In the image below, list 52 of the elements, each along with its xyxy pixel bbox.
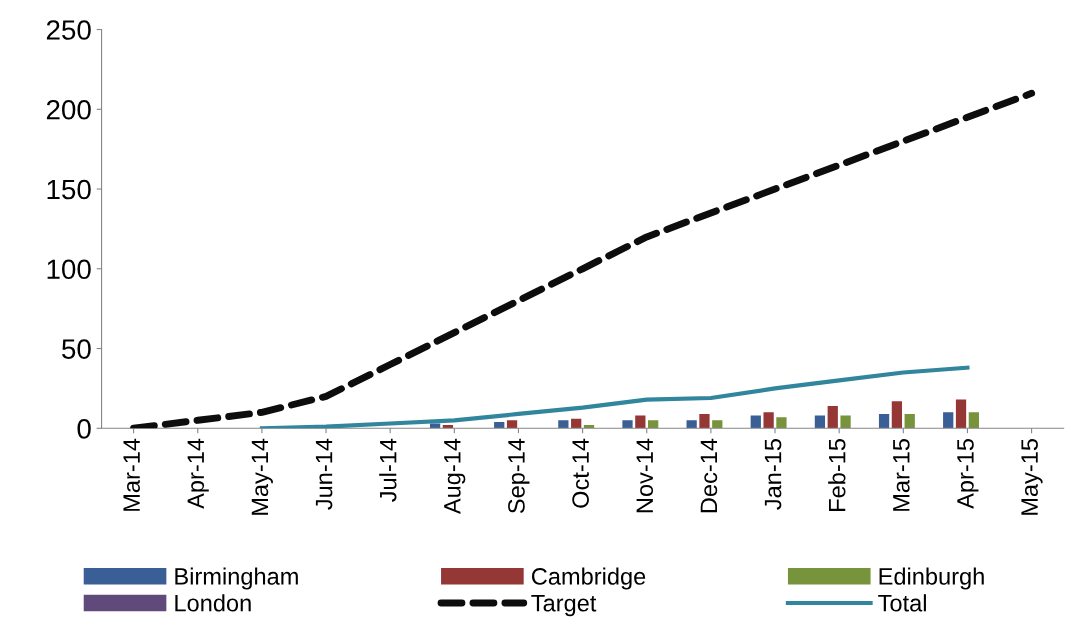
legend-label: London [175, 594, 251, 612]
bar [506, 420, 518, 429]
bar [955, 399, 967, 429]
x-tick-label: May-15 [1021, 439, 1043, 515]
legend-label: Edinburgh [879, 567, 984, 590]
bar [750, 415, 761, 429]
y-tick-label: 100 [47, 259, 91, 280]
bar [763, 412, 774, 429]
x-tick-label: Dec-14 [700, 438, 718, 513]
x-tick-label: Sep-14 [508, 438, 530, 514]
y-tick-label: 200 [46, 99, 91, 120]
bar [827, 405, 838, 429]
bar [904, 413, 915, 429]
bar [968, 412, 979, 429]
bar [635, 415, 646, 429]
y-tick-label: 50 [62, 339, 91, 359]
bar [891, 401, 903, 429]
x-tick-label: Mar-15 [893, 439, 910, 511]
bar [699, 413, 710, 429]
bar [878, 413, 890, 429]
bar [622, 420, 633, 429]
legend-label: Cambridge [531, 567, 646, 590]
x-tick-label: Apr-15 [957, 439, 979, 509]
bar [776, 417, 787, 429]
x-tick-label: Oct-14 [572, 438, 589, 508]
bar [558, 420, 569, 429]
bar [943, 412, 954, 429]
line-series [259, 365, 970, 429]
x-tick-label: Feb-15 [828, 439, 846, 511]
y-tick-label: 150 [47, 179, 91, 200]
x-tick-label: Nov-14 [636, 438, 654, 513]
y-tick-label: 250 [46, 20, 91, 40]
x-tick-label: Aug-14 [444, 438, 466, 515]
x-tick-label: Jan-15 [764, 439, 782, 510]
bar [814, 415, 826, 429]
bar [686, 420, 697, 429]
x-tick-label: Apr-14 [187, 438, 209, 509]
x-tick-label: Mar-14 [123, 438, 140, 511]
legend-label: Target [531, 595, 597, 617]
bar [840, 415, 851, 429]
bar [494, 421, 505, 429]
bar [571, 418, 582, 429]
x-tick-label: Jul-14 [379, 438, 397, 502]
legend-label: Total [878, 594, 926, 612]
x-tick-label: Jun-14 [315, 438, 333, 510]
bar [712, 420, 723, 429]
x-tick-label: May-14 [251, 438, 273, 515]
bar [648, 420, 659, 429]
legend-label: Birmingham [175, 567, 298, 590]
y-tick-label: 0 [77, 418, 91, 439]
bar [583, 425, 595, 429]
bar [442, 425, 454, 429]
